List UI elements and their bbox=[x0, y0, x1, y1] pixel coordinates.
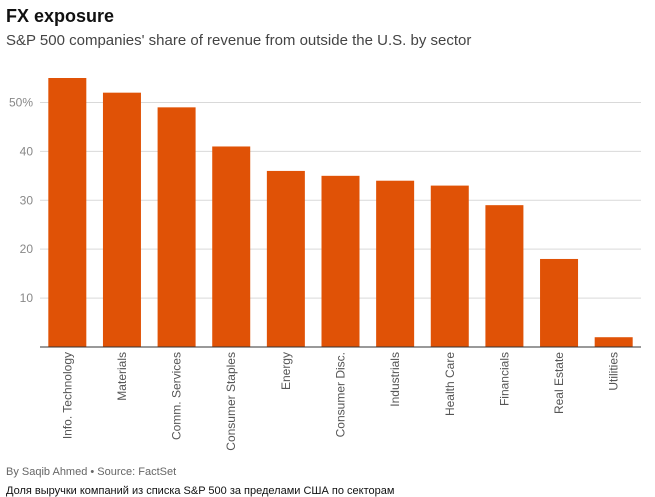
y-tick-label: 50% bbox=[9, 95, 33, 109]
bar-materials bbox=[102, 92, 141, 347]
x-tick-label: Info. Technology bbox=[60, 352, 74, 439]
bar-consumer-staples bbox=[212, 146, 251, 347]
y-tick-label: 30 bbox=[20, 193, 34, 207]
x-tick-label: Energy bbox=[279, 352, 293, 390]
bar-health-care bbox=[430, 185, 469, 347]
y-tick-label: 10 bbox=[20, 291, 34, 305]
bar-energy bbox=[266, 170, 305, 347]
bar-chart: 10 20 30 40 50% Info. Technology Materials Com… bbox=[9, 78, 641, 451]
x-tick-label: Materials bbox=[115, 352, 129, 401]
y-tick-label: 20 bbox=[20, 242, 34, 256]
chart-title: FX exposure bbox=[6, 6, 115, 26]
bars bbox=[48, 78, 633, 347]
category-labels: Info. Technology Materials Comm. Services C… bbox=[60, 352, 620, 451]
bar-real-estate bbox=[540, 258, 579, 347]
x-tick-label: Health Care bbox=[443, 352, 457, 416]
x-tick-label: Consumer Disc. bbox=[334, 352, 348, 437]
bar-utilities bbox=[594, 337, 633, 347]
x-tick-label: Industrials bbox=[388, 352, 402, 407]
byline: By Saqib Ahmed • Source: FactSet bbox=[6, 466, 177, 478]
x-tick-label: Utilities bbox=[607, 352, 621, 391]
x-tick-label: Consumer Staples bbox=[224, 352, 238, 451]
x-tick-label: Real Estate bbox=[552, 352, 566, 414]
bar-financials bbox=[485, 205, 524, 347]
chart-subtitle: S&P 500 companies' share of revenue from… bbox=[6, 32, 472, 49]
caption: Доля выручки компаний из списка S&P 500 … bbox=[6, 485, 395, 497]
y-tick-label: 40 bbox=[20, 144, 34, 158]
bar-consumer-disc bbox=[321, 175, 360, 347]
x-tick-label: Financials bbox=[497, 352, 511, 406]
bar-industrials bbox=[376, 180, 415, 347]
x-tick-label: Comm. Services bbox=[170, 352, 184, 440]
bar-info-technology bbox=[48, 78, 87, 347]
bar-comm-services bbox=[157, 107, 196, 347]
